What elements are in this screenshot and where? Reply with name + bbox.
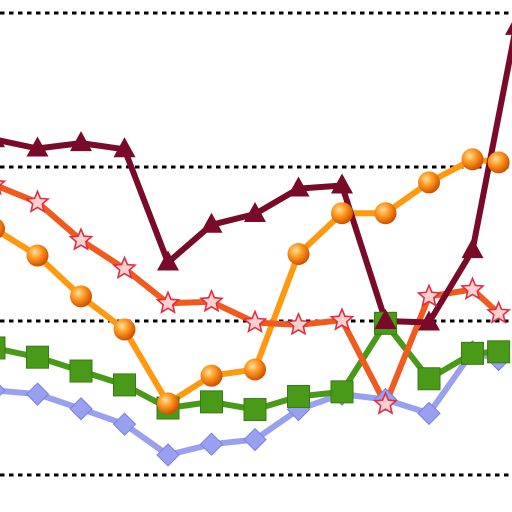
star-marker — [460, 276, 485, 300]
orange-red-stars-markers — [0, 180, 512, 415]
circle-marker — [331, 202, 353, 225]
star-marker — [416, 283, 442, 307]
triangle-marker — [113, 137, 136, 158]
triangle-marker — [0, 138, 5, 148]
dark-red-triangles-markers — [0, 22, 512, 331]
diamond-marker — [0, 384, 6, 397]
diamond-marker — [156, 443, 180, 467]
triangle-marker — [461, 238, 484, 259]
square-marker — [243, 398, 267, 422]
circle-marker — [113, 318, 136, 341]
square-marker — [26, 345, 49, 369]
diamond-marker — [25, 382, 50, 406]
diamond-marker — [69, 397, 93, 421]
square-marker — [113, 373, 136, 397]
star-marker — [373, 391, 398, 415]
circle-marker — [287, 243, 310, 266]
star-marker — [25, 189, 50, 213]
circle-marker — [461, 148, 484, 171]
circle-marker — [200, 364, 223, 387]
circle-marker — [0, 219, 5, 238]
circle-marker — [157, 392, 179, 415]
triangle-marker — [505, 22, 512, 35]
circle-marker — [244, 358, 266, 381]
star-marker — [286, 311, 311, 336]
triangle-marker — [157, 250, 179, 271]
circle-marker — [70, 285, 92, 308]
square-marker — [200, 390, 223, 414]
diamond-marker — [199, 432, 224, 456]
triangle-marker — [374, 309, 397, 329]
star-marker — [112, 255, 137, 280]
circle-marker — [487, 151, 510, 174]
square-marker — [69, 359, 93, 383]
star-marker — [199, 288, 224, 313]
star-marker — [242, 309, 268, 334]
triangle-marker — [70, 131, 92, 152]
triangle-marker — [200, 212, 223, 233]
triangle-marker — [418, 310, 440, 331]
star-marker — [486, 300, 512, 324]
star-marker — [0, 180, 7, 196]
square-marker — [487, 340, 511, 364]
triangle-marker — [244, 201, 266, 222]
circle-marker — [374, 202, 397, 225]
star-marker — [329, 307, 355, 331]
diamond-marker — [243, 427, 267, 452]
square-marker — [287, 384, 310, 408]
orange-circles-markers — [0, 148, 510, 415]
series-markers — [0, 22, 512, 467]
star-marker — [68, 227, 94, 251]
square-marker — [461, 341, 484, 365]
circle-marker — [418, 171, 440, 194]
square-marker — [0, 336, 6, 360]
triangle-marker — [287, 176, 310, 197]
diamond-marker — [112, 412, 137, 436]
square-marker — [417, 367, 441, 391]
square-marker — [330, 380, 354, 404]
diamond-marker — [417, 401, 441, 426]
circle-marker — [26, 244, 49, 267]
triangle-marker — [331, 173, 353, 194]
triangle-marker — [26, 136, 49, 157]
star-marker — [155, 290, 181, 314]
